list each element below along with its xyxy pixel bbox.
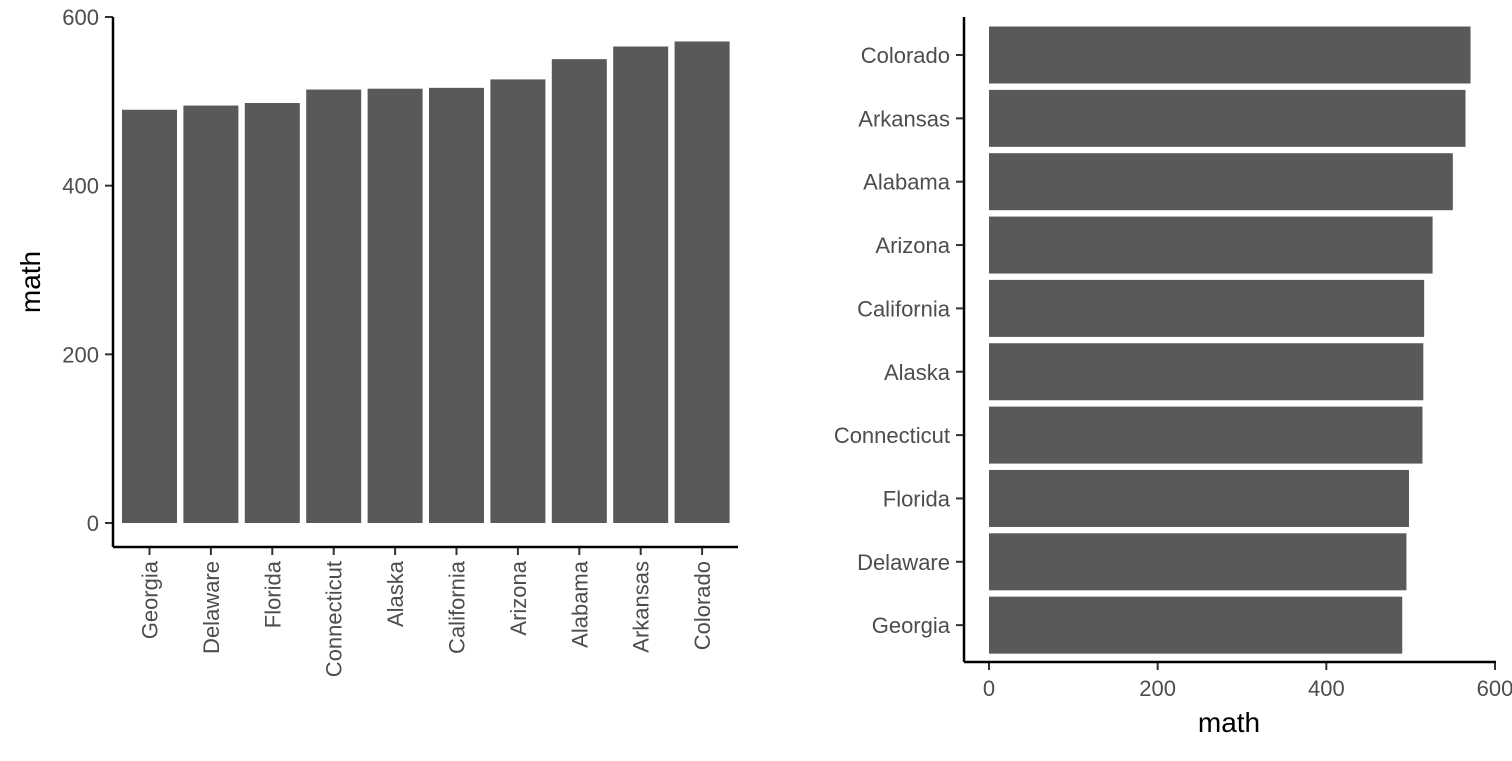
bar-colorado — [674, 41, 730, 523]
x-tick-label: 400 — [1308, 676, 1345, 701]
x-tick-label: Florida — [260, 560, 285, 628]
x-tick-label: Alaska — [383, 560, 408, 627]
bar-arkansas — [989, 89, 1466, 147]
x-tick-label: 200 — [1139, 676, 1176, 701]
bar-arkansas — [613, 46, 669, 524]
y-tick-label: Florida — [883, 486, 951, 511]
y-tick-label: Alabama — [863, 170, 951, 195]
bar-alaska — [367, 88, 423, 523]
bar-delaware — [989, 533, 1407, 591]
x-tick-label: Arizona — [506, 560, 531, 635]
x-tick-label: Delaware — [199, 561, 224, 654]
x-tick-label: 600 — [1477, 676, 1512, 701]
left-bar-chart: math Georgia Delaware Florida Connecticut Al… — [15, 5, 738, 677]
y-tick-label: 200 — [62, 342, 99, 367]
y-tick-label: Colorado — [861, 43, 950, 68]
y-tick-label: Alaska — [884, 360, 951, 385]
bar-connecticut — [989, 406, 1423, 464]
y-tick-label: Arkansas — [858, 106, 950, 131]
y-tick-label: Georgia — [872, 613, 951, 638]
y-tick-label: 400 — [62, 174, 99, 199]
x-tick-label: California — [445, 560, 470, 654]
bar-alabama — [989, 153, 1453, 211]
x-tick-label: Colorado — [690, 561, 715, 650]
bar-colorado — [989, 26, 1471, 84]
bar-florida — [244, 103, 300, 524]
left-y-axis-title: math — [15, 251, 46, 313]
bar-delaware — [183, 105, 239, 524]
x-tick-label: Connecticut — [322, 561, 347, 677]
bar-georgia — [989, 596, 1403, 654]
x-tick-label: 0 — [983, 676, 995, 701]
y-tick-label: California — [857, 296, 951, 321]
bar-connecticut — [306, 89, 362, 523]
bar-alabama — [551, 59, 607, 524]
bar-florida — [989, 469, 1409, 527]
y-tick-label: Delaware — [857, 550, 950, 575]
bar-arizona — [490, 79, 546, 523]
bar-alaska — [989, 343, 1424, 401]
y-tick-label: Arizona — [875, 233, 950, 258]
bar-california — [429, 87, 484, 523]
x-tick-label: Alabama — [567, 560, 592, 648]
x-tick-label: Arkansas — [629, 561, 654, 653]
bar-california — [989, 279, 1425, 337]
right-bar-chart: math Colorado Arkansas Alabama Arizona Calif… — [834, 17, 1512, 738]
y-tick-label: Connecticut — [834, 423, 950, 448]
y-tick-label: 600 — [62, 5, 99, 30]
right-x-axis-title: math — [1198, 707, 1260, 738]
x-tick-label: Georgia — [138, 560, 163, 639]
bar-georgia — [122, 109, 177, 524]
bar-arizona — [989, 216, 1433, 274]
y-tick-label: 0 — [87, 511, 99, 536]
